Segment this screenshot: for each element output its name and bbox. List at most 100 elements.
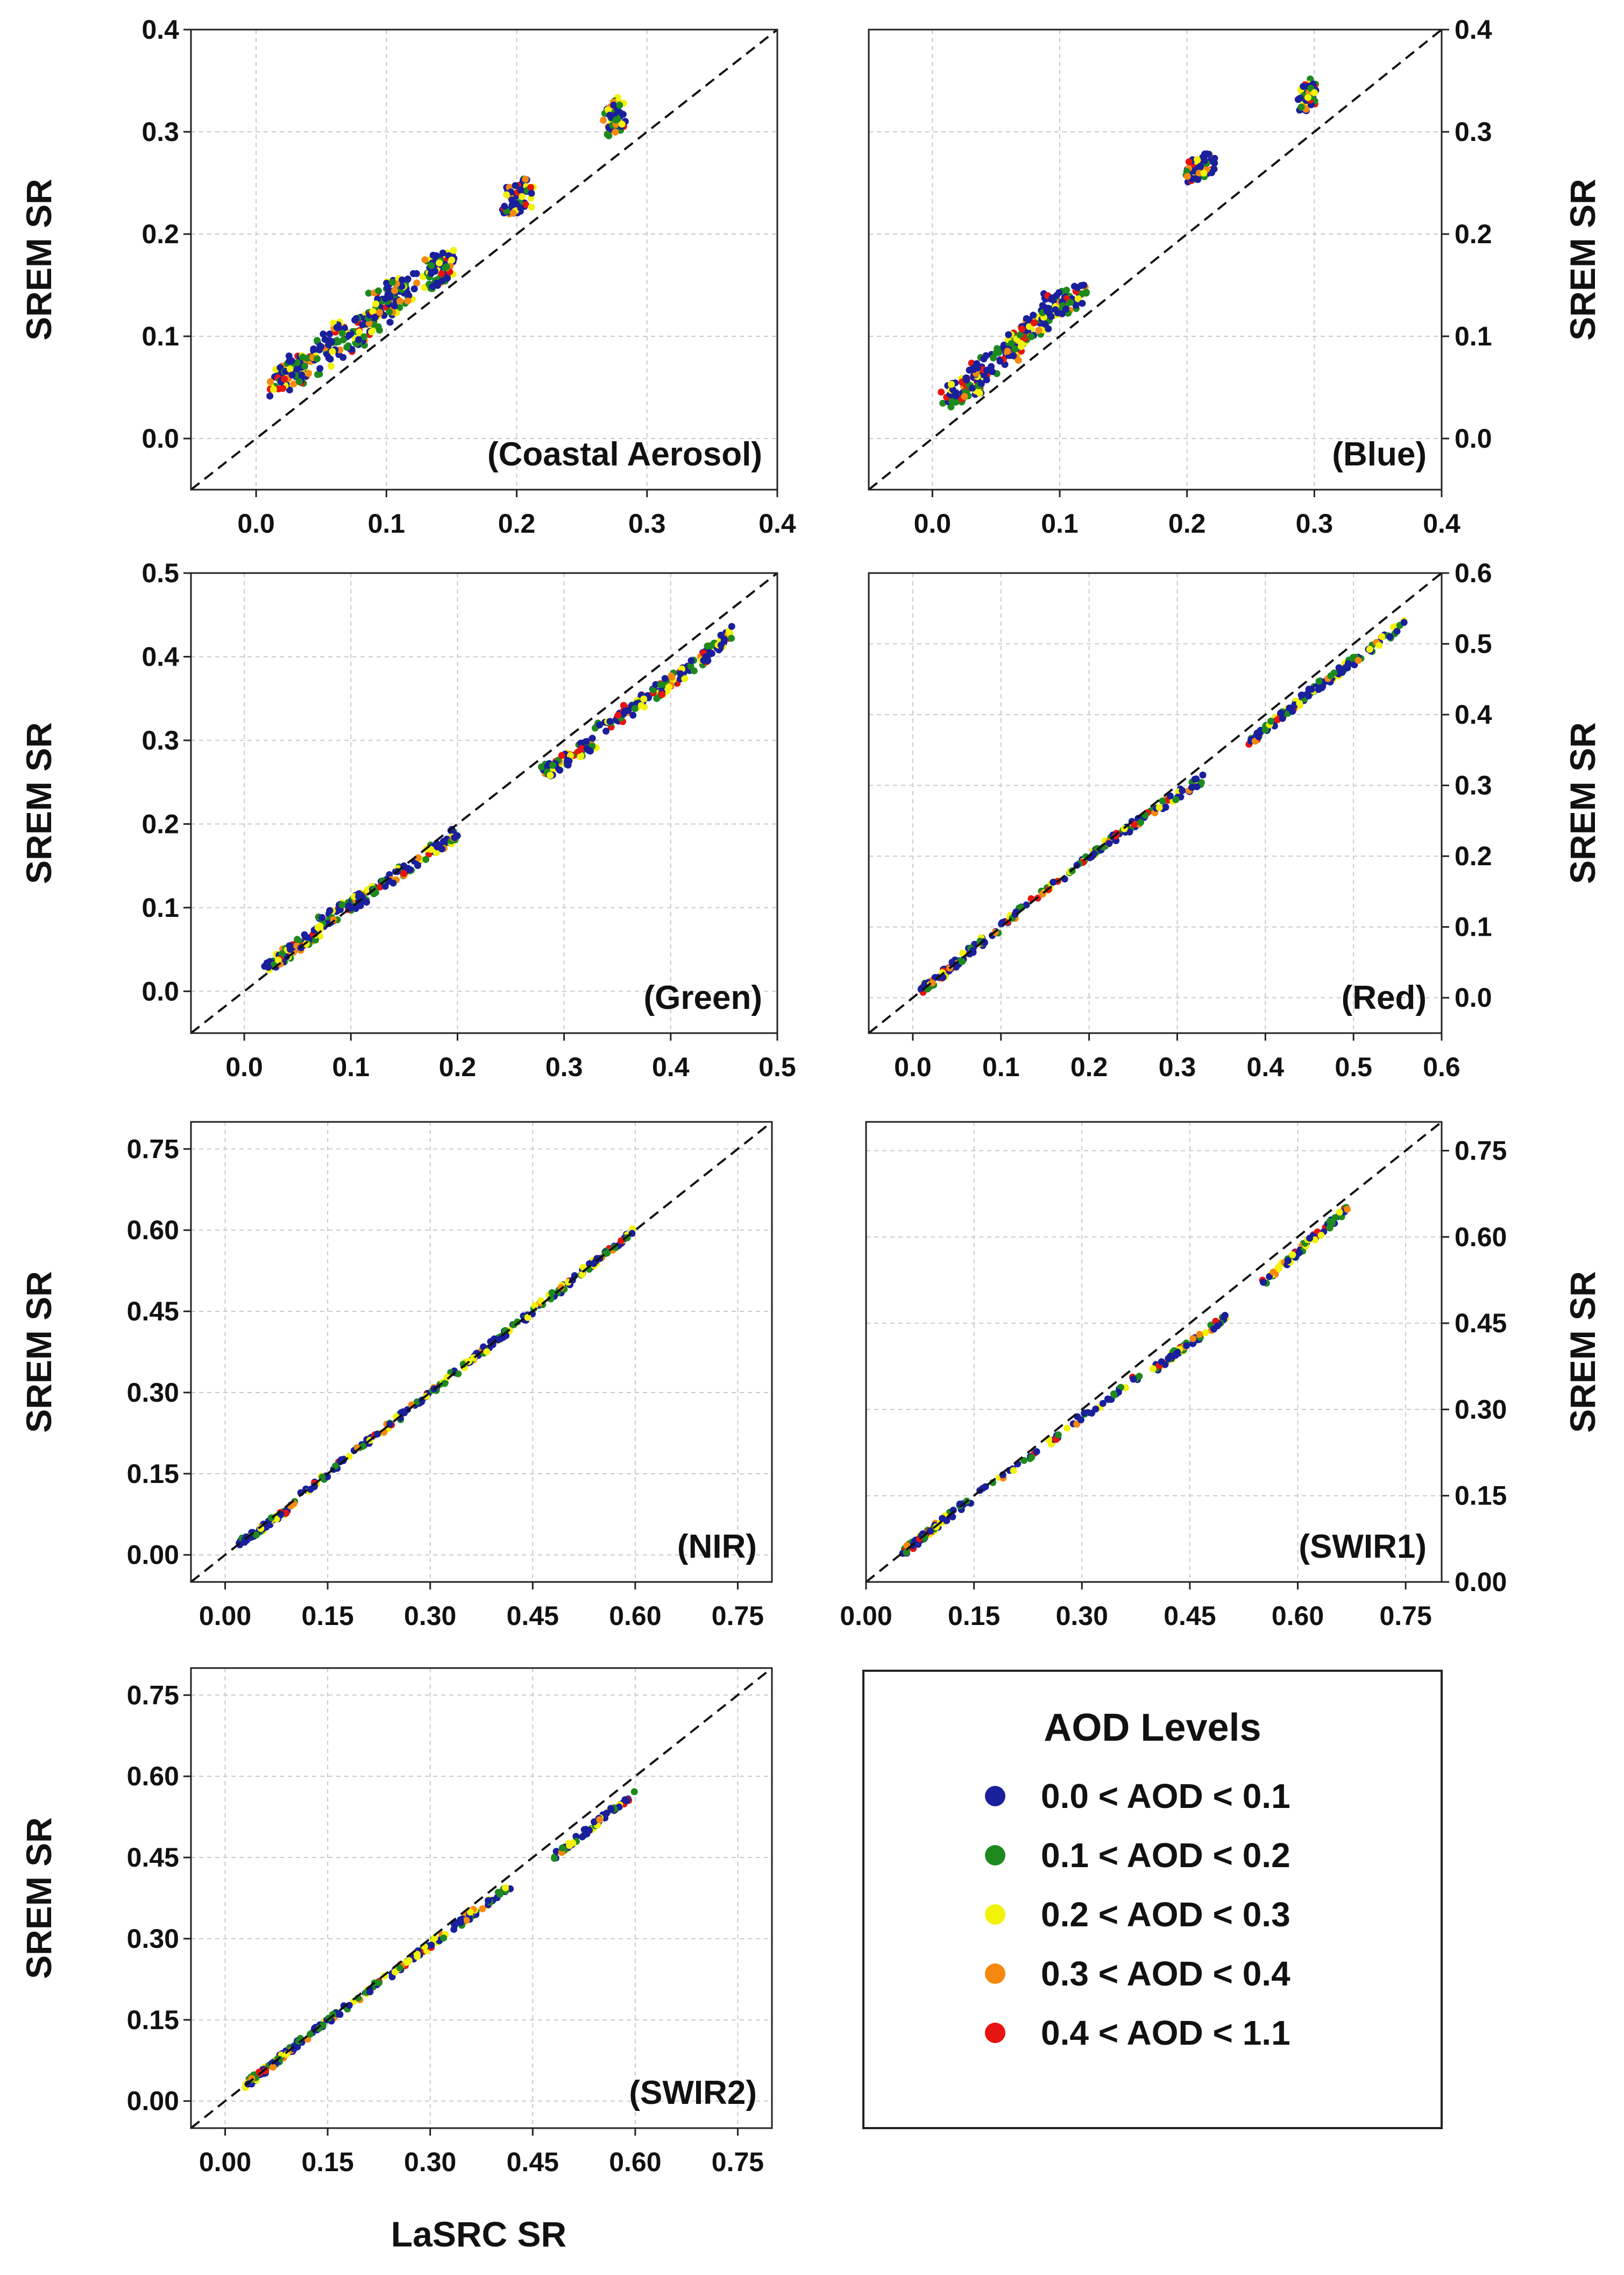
data-point (374, 323, 382, 330)
data-point (604, 131, 611, 138)
data-point (273, 1515, 280, 1523)
data-point (527, 183, 535, 191)
x-tick-label: 0.4 (758, 508, 796, 539)
data-point (438, 277, 446, 285)
data-point (396, 1964, 403, 1972)
data-point (1221, 1313, 1228, 1320)
data-point (630, 1788, 638, 1796)
data-point (1011, 345, 1019, 352)
data-point (661, 675, 669, 682)
legend-item-label: 0.4 < AOD < 1.1 (1041, 2013, 1290, 2052)
data-point (524, 1314, 531, 1321)
data-point (528, 189, 535, 197)
data-point (983, 376, 990, 384)
legend-marker (985, 1786, 1005, 1806)
x-tick-label: 0.2 (439, 1052, 477, 1082)
data-point (1063, 286, 1070, 294)
x-tick-label: 0.0 (914, 508, 952, 539)
data-point (438, 270, 445, 278)
data-point (1074, 295, 1082, 302)
data-point (361, 898, 369, 905)
x-tick-label: 0.30 (404, 2147, 456, 2177)
x-tick-label: 0.45 (507, 1601, 559, 1631)
data-point (1011, 910, 1019, 918)
y-tick-label: 0.45 (127, 1296, 179, 1326)
panel-label: (Coastal Aerosol) (487, 436, 762, 473)
data-point (963, 376, 970, 384)
data-point (604, 1249, 611, 1257)
data-point (343, 343, 351, 351)
data-point (329, 348, 336, 355)
data-point (618, 121, 626, 128)
data-point (959, 958, 966, 965)
data-point (1010, 1467, 1017, 1474)
plot-frame (190, 1121, 773, 1583)
data-point (318, 914, 326, 921)
x-tick-label: 0.60 (609, 2147, 661, 2177)
data-point (316, 370, 323, 378)
y-tick-label: 0.4 (1455, 15, 1492, 45)
data-point (376, 309, 384, 316)
legend-marker (985, 1963, 1005, 1984)
y-tick-label: 0.00 (127, 1540, 179, 1570)
y-tick-label: 0.60 (127, 1761, 179, 1791)
data-point (463, 1917, 470, 1924)
legend-item-label: 0.2 < AOD < 0.3 (1041, 1895, 1290, 1934)
data-point (517, 204, 524, 212)
data-point (281, 375, 288, 383)
data-point (998, 920, 1005, 928)
data-point (371, 314, 379, 321)
data-point (293, 366, 301, 374)
data-point (1270, 1268, 1277, 1276)
data-point (335, 324, 342, 331)
data-point (404, 297, 412, 305)
y-tick-label: 0.30 (127, 1377, 179, 1408)
y-tick-label: 0.30 (127, 1924, 179, 1954)
data-point (1033, 1448, 1040, 1456)
data-point (466, 1909, 474, 1916)
data-point (508, 201, 516, 209)
data-point (405, 292, 413, 299)
x-tick-label: 0.4 (652, 1052, 690, 1082)
data-point (522, 201, 529, 208)
data-point (1159, 797, 1166, 805)
data-point (1196, 162, 1204, 170)
data-point (1267, 717, 1274, 725)
data-point (1028, 1454, 1036, 1461)
scatter-points (266, 94, 629, 400)
x-tick-label: 0.3 (545, 1052, 583, 1082)
data-point (428, 1941, 435, 1949)
data-point (620, 710, 627, 718)
one-to-one-line (190, 572, 778, 1034)
data-point (287, 365, 294, 373)
data-point (614, 711, 622, 719)
data-point (653, 695, 661, 702)
x-tick-label: 0.5 (1335, 1052, 1372, 1082)
data-point (1214, 1322, 1221, 1330)
data-point (1255, 733, 1263, 740)
data-point (1063, 1424, 1071, 1432)
data-point (386, 319, 394, 326)
data-point (338, 329, 346, 337)
data-point (1203, 150, 1210, 158)
y-tick-label: 0.15 (1455, 1481, 1507, 1511)
legend-title: AOD Levels (1044, 1706, 1261, 1749)
x-tick-label: 0.5 (758, 1052, 796, 1082)
data-point (1260, 1278, 1267, 1286)
x-tick-label: 0.75 (1379, 1601, 1431, 1631)
data-point (1149, 1365, 1157, 1373)
gridlines (191, 1668, 772, 2128)
data-point (1344, 1205, 1351, 1213)
data-point (1185, 158, 1193, 166)
data-point (366, 1988, 374, 1996)
data-point (1008, 340, 1015, 347)
data-point (1079, 300, 1086, 307)
data-point (432, 849, 440, 857)
legend-marker (985, 1845, 1005, 1866)
chart-panel: 0.00 0.15 0.30 0.45 0.60 0.75 0.00 0.15 0.30 0.45… (19, 1667, 773, 2177)
data-point (316, 365, 324, 372)
legend-item-label: 0.1 < AOD < 0.2 (1041, 1836, 1290, 1875)
data-point (355, 336, 363, 343)
data-point (1279, 715, 1286, 722)
